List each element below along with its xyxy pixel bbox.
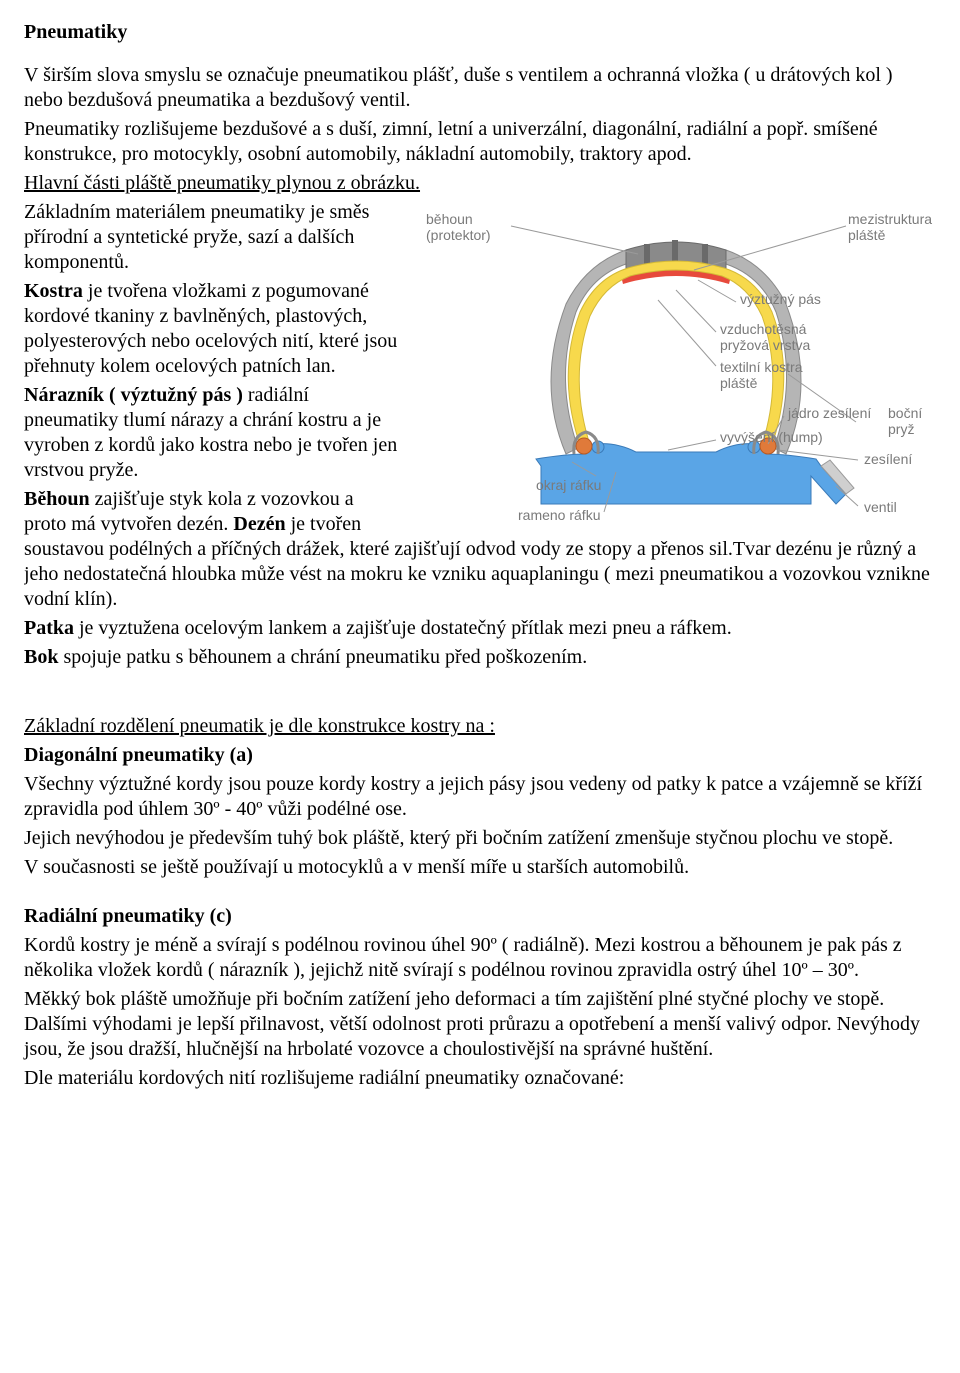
paragraph-underlined-1: Hlavní části pláště pneumatiky plynou z …: [24, 171, 936, 196]
label-textilni-kostra: textilní kostra: [720, 359, 803, 375]
label-zesileni: zesílení: [864, 451, 912, 467]
label-behoun2: (protektor): [426, 227, 491, 243]
term-naraznik: Nárazník ( výztužný pás ): [24, 384, 243, 406]
page-title: Pneumatiky: [24, 20, 936, 45]
label-rameno-rafku: rameno ráfku: [518, 507, 600, 523]
paragraph-rad-1: Kordů kostry je méně a svírají s podélno…: [24, 933, 936, 983]
text-bok: spojuje patku s běhounem a chrání pneuma…: [58, 646, 587, 668]
paragraph-intro-1: V širším slova smyslu se označuje pneuma…: [24, 63, 936, 113]
text-patka: je vyztužena ocelovým lankem a zajišťuje…: [74, 617, 732, 639]
paragraph-intro-2: Pneumatiky rozlišujeme bezdušové a s duš…: [24, 117, 936, 167]
document-page: Pneumatiky V širším slova smyslu se ozna…: [0, 0, 960, 1115]
label-vyztuzny-pas: výztužný pás: [740, 291, 821, 307]
tire-cross-section-diagram: běhoun (protektor) mezistruktura pláště …: [416, 204, 936, 524]
label-vzduchotesna2: pryžová vrstva: [720, 337, 810, 353]
term-bok: Bok: [24, 646, 58, 668]
label-jadro-zesileni: jádro zesílení: [787, 405, 871, 421]
label-textilni-kostra2: pláště: [720, 375, 758, 391]
label-vzduchotesna: vzduchotěsná: [720, 321, 807, 337]
label-vyvyseni: vyvýšení (hump): [720, 429, 823, 445]
heading-radialni: Radiální pneumatiky (c): [24, 904, 936, 929]
paragraph-diag-2: Jejich nevýhodou je především tuhý bok p…: [24, 826, 936, 851]
term-patka: Patka: [24, 617, 74, 639]
paragraph-diag-3: V současnosti se ještě používají u motoc…: [24, 855, 936, 880]
paragraph-bok: Bok spojuje patku s běhounem a chrání pn…: [24, 645, 936, 670]
label-mezistruktura: mezistruktura: [848, 211, 932, 227]
heading-diagonalni: Diagonální pneumatiky (a): [24, 743, 936, 768]
term-kostra: Kostra: [24, 280, 83, 302]
text-with-figure: běhoun (protektor) mezistruktura pláště …: [24, 200, 936, 674]
paragraph-diag-1: Všechny výztužné kordy jsou pouze kordy …: [24, 772, 936, 822]
term-dezen: Dezén: [233, 513, 285, 535]
heading-rozdeleni: Základní rozdělení pneumatik je dle kons…: [24, 714, 936, 739]
label-ventil: ventil: [864, 499, 897, 515]
paragraph-rad-3: Dle materiálu kordových nití rozlišujeme…: [24, 1066, 936, 1091]
label-okraj-rafku: okraj ráfku: [536, 477, 601, 493]
term-behoun: Běhoun: [24, 488, 90, 510]
label-mezistruktura2: pláště: [848, 227, 886, 243]
label-behoun: běhoun: [426, 211, 473, 227]
paragraph-rad-2: Měkký bok pláště umožňuje při bočním zat…: [24, 987, 936, 1062]
label-bocni-pryz2: pryž: [888, 421, 914, 437]
paragraph-patka: Patka je vyztužena ocelovým lankem a zaj…: [24, 616, 936, 641]
label-bocni-pryz: boční: [888, 405, 922, 421]
